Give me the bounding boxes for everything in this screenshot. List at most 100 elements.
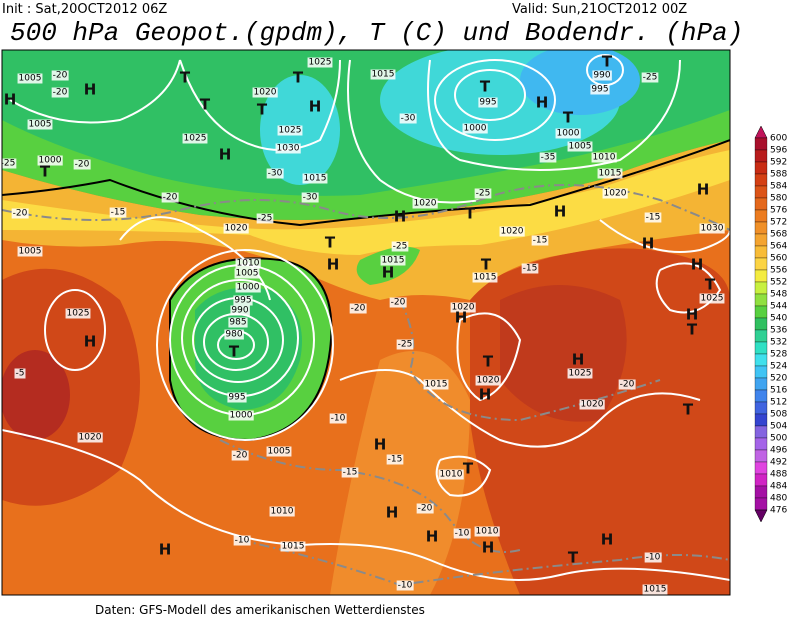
label-background — [182, 133, 208, 144]
label-background — [269, 506, 295, 517]
label-background — [450, 302, 476, 313]
colorbar-tick-label: 500 — [770, 434, 787, 444]
label-background — [396, 580, 414, 591]
isobar-label: 1000 — [39, 156, 62, 166]
high-pressure-label: H — [697, 181, 710, 199]
label-background — [474, 526, 500, 537]
low-pressure-label: T — [480, 78, 491, 96]
label-background — [641, 72, 659, 83]
isobar-label: 1010 — [237, 259, 260, 269]
isobar-label: 1030 — [277, 144, 300, 154]
high-pressure-label: H — [536, 94, 549, 112]
high-pressure-label: H — [327, 256, 340, 274]
colorbar-swatch — [754, 173, 768, 187]
colorbar-tick-label: 536 — [770, 326, 787, 336]
colorbar-tick-label: 532 — [770, 338, 787, 348]
temperature-label: -20 — [391, 298, 406, 308]
isobar-label: 1000 — [557, 129, 580, 139]
colorbar-swatch — [754, 269, 768, 283]
temperature-label: -25 — [476, 189, 491, 199]
temperature-label: -25 — [258, 214, 273, 224]
colorbar-swatch — [754, 185, 768, 199]
label-background — [65, 308, 91, 319]
high-pressure-label: H — [686, 306, 699, 324]
temperature-label: -20 — [233, 451, 248, 461]
temperature-label: -25 — [398, 340, 413, 350]
temperature-label: -20 — [418, 504, 433, 514]
label-background — [77, 432, 103, 443]
isobar-label: 1025 — [279, 126, 302, 136]
label-background — [416, 503, 434, 514]
isobar-label: 980 — [225, 330, 242, 340]
isobar-label: 995 — [234, 296, 251, 306]
isobar-label: 1000 — [464, 124, 487, 134]
label-background — [233, 535, 251, 546]
label-background — [109, 207, 127, 218]
temperature-label: -10 — [398, 581, 413, 591]
temperature-label: -20 — [351, 304, 366, 314]
high-pressure-label: H — [479, 386, 492, 404]
label-background — [280, 541, 306, 552]
colorbar-tick-label: 568 — [770, 230, 787, 240]
low-pressure-label: T — [200, 96, 211, 114]
low-pressure-label: T — [568, 549, 579, 567]
colorbar-tick-label: 496 — [770, 446, 787, 456]
colorbar-tick-label: 584 — [770, 182, 787, 192]
temperature-label: -15 — [343, 468, 358, 478]
colorbar: 600 596 592 588 584 580 576 572 568 564 560 556 552 5… — [754, 125, 787, 523]
isobar-label: 1000 — [230, 411, 253, 421]
temperature-label: -15 — [388, 455, 403, 465]
isobar-label: 1015 — [372, 70, 395, 80]
high-pressure-label: H — [219, 146, 232, 164]
label-background — [567, 368, 593, 379]
low-pressure-label: T — [229, 343, 240, 361]
temperature-label: -15 — [646, 213, 661, 223]
colorbar-tick-label: 588 — [770, 170, 787, 180]
label-background — [37, 155, 63, 166]
high-pressure-label: H — [374, 436, 387, 454]
isobar-label: 1025 — [569, 369, 592, 379]
low-pressure-label: T — [481, 256, 492, 274]
isobar-label: 1010 — [476, 527, 499, 537]
colorbar-swatch — [754, 353, 768, 367]
colorbar-swatch — [754, 233, 768, 247]
temperature-label: -20 — [75, 160, 90, 170]
colorbar-swatch — [754, 197, 768, 211]
isobar-label: 1025 — [701, 294, 724, 304]
label-background — [423, 379, 449, 390]
high-pressure-label: H — [386, 504, 399, 522]
label-background — [579, 399, 605, 410]
label-background — [256, 213, 274, 224]
colorbar-tick-label: 504 — [770, 422, 787, 432]
low-pressure-label: T — [602, 53, 613, 71]
map-frame — [1, 49, 731, 596]
isobar-label: 1025 — [309, 58, 332, 68]
colorbar-swatch — [754, 401, 768, 415]
low-pressure-label: T — [40, 163, 51, 181]
temperature-label: -35 — [541, 153, 556, 163]
colorbar-tick-label: 556 — [770, 266, 787, 276]
temperature-label: -10 — [646, 553, 661, 563]
colorbar-tick-label: 528 — [770, 350, 787, 360]
label-background — [224, 329, 244, 340]
colorbar-tick-label: 544 — [770, 302, 787, 312]
colorbar-swatch — [754, 389, 768, 403]
field-iberia — [330, 351, 470, 595]
label-background — [396, 339, 414, 350]
colorbar-swatch — [754, 485, 768, 499]
label-background — [228, 410, 254, 421]
label-background — [341, 467, 359, 478]
colorbar-swatch — [754, 497, 768, 511]
low-pressure-label: T — [683, 401, 694, 419]
label-background — [301, 192, 319, 203]
colorbar-swatch — [754, 281, 768, 295]
colorbar-tick-label: 560 — [770, 254, 787, 264]
temperature-label: -30 — [303, 193, 318, 203]
high-pressure-label: H — [601, 531, 614, 549]
low-pressure-label: T — [293, 69, 304, 87]
label-background — [302, 173, 328, 184]
isobar-label: 1005 — [19, 247, 42, 257]
label-background — [462, 123, 488, 134]
label-background — [275, 143, 301, 154]
